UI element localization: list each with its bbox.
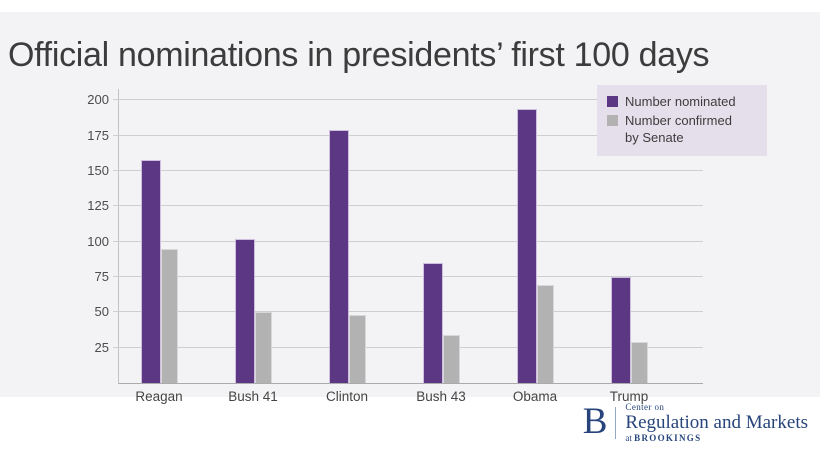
y-axis-tick-label-200: 200: [87, 92, 109, 108]
bar-group-clinton: [328, 89, 366, 383]
gridline-50: [113, 311, 703, 313]
logo-divider: [615, 407, 617, 439]
logo-at: at: [625, 433, 632, 443]
legend-label: Number confirmed by Senate: [625, 113, 732, 145]
gridline-200: [113, 99, 703, 101]
gridline-25: [113, 346, 703, 348]
y-axis-tick-label-100: 100: [87, 233, 109, 249]
legend-item-0: Number nominated: [607, 93, 757, 110]
bar-nominated-clinton: [328, 130, 349, 383]
x-axis-label-bush-41: Bush 41: [228, 389, 278, 404]
bar-nominated-trump: [610, 277, 631, 383]
bar-group-bush-41: [234, 89, 272, 383]
gridline-175: [113, 134, 703, 136]
bar-group-trump: [610, 89, 648, 383]
y-axis-tick-label-75: 75: [94, 268, 109, 284]
brookings-logo: B Center on Regulation and Markets at BR…: [583, 402, 808, 444]
bar-group-reagan: [140, 89, 178, 383]
y-axis-tick-label-25: 25: [94, 339, 109, 355]
bar-nominated-bush-41: [234, 238, 255, 383]
legend-item-1: Number confirmed by Senate: [607, 112, 757, 146]
x-axis-label-trump: Trump: [609, 389, 649, 404]
chart-plot: Number nominated Number confirmed by Sena…: [87, 85, 767, 404]
x-axis-label-obama: Obama: [512, 389, 558, 404]
y-axis-tick-label-175: 175: [87, 127, 109, 143]
chart-legend: Number nominated Number confirmed by Sena…: [597, 85, 767, 156]
bar-nominated-obama: [516, 108, 537, 383]
legend-swatch-icon: [607, 115, 618, 126]
gridline-75: [113, 276, 703, 277]
x-axis-label-bush-43: Bush 43: [416, 389, 466, 404]
logo-at-brookings: at BROOKINGS: [625, 433, 808, 444]
gridline-150: [113, 169, 703, 171]
chart-background-band: [0, 12, 820, 397]
gridline-100: [113, 240, 703, 242]
y-axis-tick-label-125: 125: [87, 198, 109, 214]
bar-group-bush-43: [422, 89, 460, 383]
bar-confirmed-bush-43: [442, 334, 460, 383]
legend-swatch-icon: [607, 96, 618, 107]
logo-center-on: Center on: [625, 402, 665, 412]
brookings-b-monogram: B: [582, 400, 608, 442]
chart-title: Official nominations in presidents’ firs…: [8, 36, 710, 74]
y-axis-tick-label-150: 150: [87, 162, 109, 178]
logo-text: Center on Regulation and Markets at BROO…: [625, 402, 808, 444]
y-axis-tick-label-50: 50: [94, 304, 109, 320]
bar-group-obama: [516, 89, 554, 383]
bar-nominated-bush-43: [422, 262, 443, 383]
logo-name: Regulation and Markets: [625, 412, 808, 433]
bar-nominated-reagan: [140, 159, 161, 383]
bar-confirmed-bush-41: [254, 312, 272, 383]
bar-confirmed-reagan: [160, 248, 178, 383]
logo-brookings-caps: BROOKINGS: [634, 433, 702, 443]
x-axis-label-clinton: Clinton: [325, 389, 369, 404]
gridline-125: [113, 205, 703, 207]
bar-confirmed-obama: [536, 285, 554, 383]
x-axis-label-reagan: Reagan: [135, 389, 183, 404]
bar-confirmed-clinton: [348, 315, 366, 383]
legend-label: Number nominated: [625, 94, 736, 109]
bar-confirmed-trump: [630, 342, 648, 383]
